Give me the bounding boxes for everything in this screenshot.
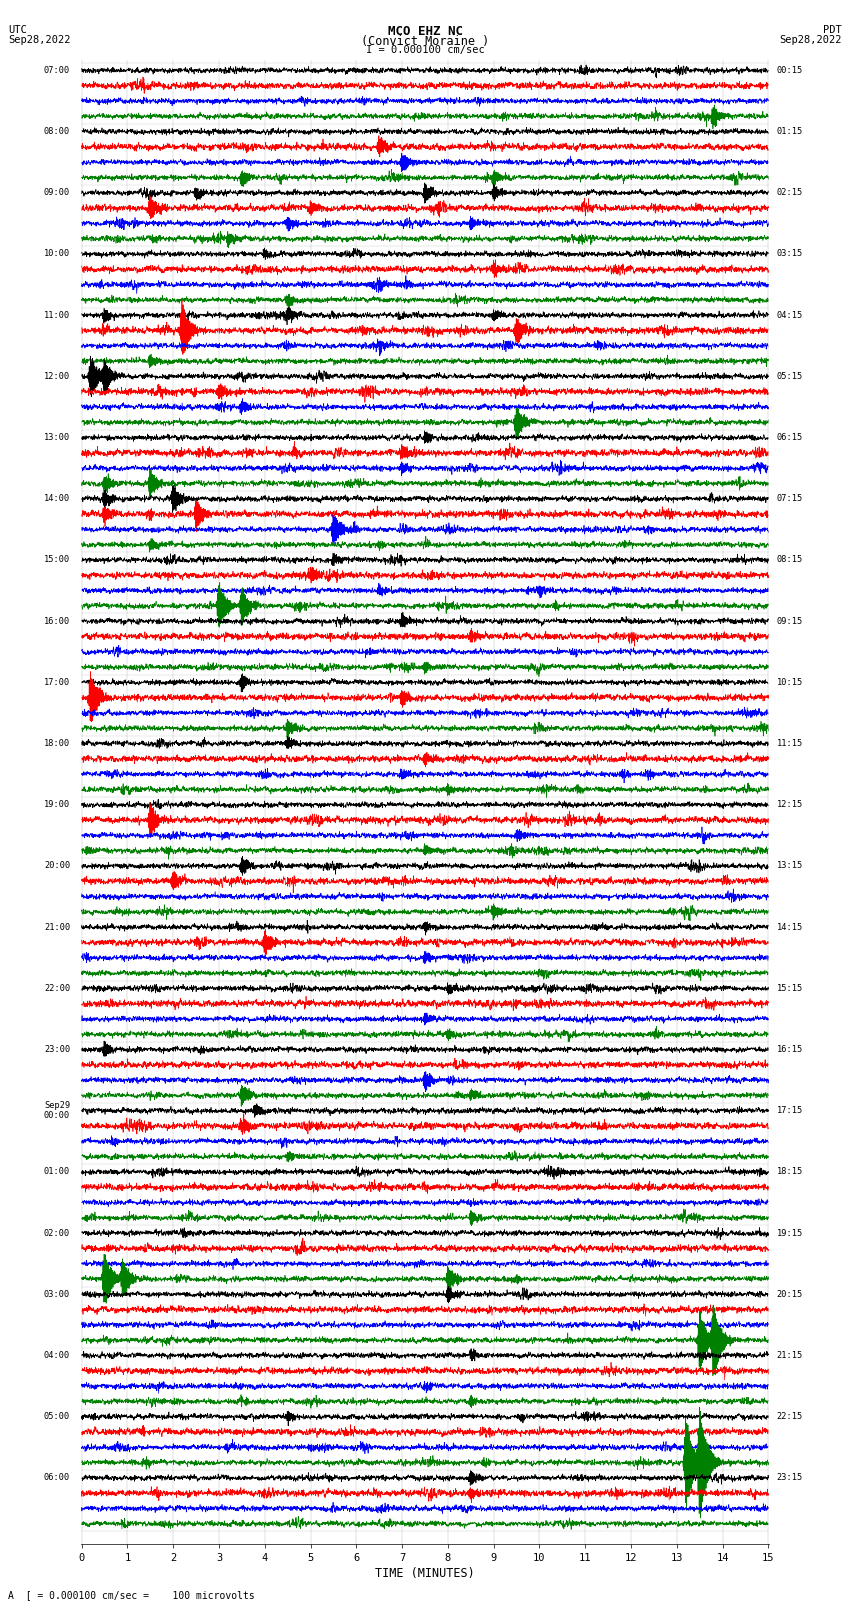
Text: 10:15: 10:15 bbox=[777, 677, 802, 687]
Text: 14:15: 14:15 bbox=[777, 923, 802, 932]
Text: 22:15: 22:15 bbox=[777, 1411, 802, 1421]
Text: 03:15: 03:15 bbox=[777, 250, 802, 258]
Text: 08:00: 08:00 bbox=[44, 127, 71, 135]
Text: I = 0.000100 cm/sec: I = 0.000100 cm/sec bbox=[366, 45, 484, 55]
Text: 09:15: 09:15 bbox=[777, 616, 802, 626]
Text: 15:00: 15:00 bbox=[44, 555, 71, 565]
Text: 07:15: 07:15 bbox=[777, 494, 802, 503]
Text: 04:15: 04:15 bbox=[777, 311, 802, 319]
Text: (Convict Moraine ): (Convict Moraine ) bbox=[361, 35, 489, 48]
Text: 23:00: 23:00 bbox=[44, 1045, 71, 1053]
Text: PDT: PDT bbox=[823, 24, 842, 35]
Text: 09:00: 09:00 bbox=[44, 189, 71, 197]
Text: 02:00: 02:00 bbox=[44, 1229, 71, 1237]
Text: 16:00: 16:00 bbox=[44, 616, 71, 626]
Text: 21:15: 21:15 bbox=[777, 1352, 802, 1360]
Text: 04:00: 04:00 bbox=[44, 1352, 71, 1360]
Text: 07:00: 07:00 bbox=[44, 66, 71, 74]
Text: 18:00: 18:00 bbox=[44, 739, 71, 748]
Text: UTC: UTC bbox=[8, 24, 27, 35]
Text: 03:00: 03:00 bbox=[44, 1290, 71, 1298]
Text: 19:00: 19:00 bbox=[44, 800, 71, 810]
Text: 16:15: 16:15 bbox=[777, 1045, 802, 1053]
Text: 20:00: 20:00 bbox=[44, 861, 71, 871]
Text: 10:00: 10:00 bbox=[44, 250, 71, 258]
Text: 11:00: 11:00 bbox=[44, 311, 71, 319]
Text: 02:15: 02:15 bbox=[777, 189, 802, 197]
Text: 18:15: 18:15 bbox=[777, 1168, 802, 1176]
Text: 14:00: 14:00 bbox=[44, 494, 71, 503]
Text: 08:15: 08:15 bbox=[777, 555, 802, 565]
X-axis label: TIME (MINUTES): TIME (MINUTES) bbox=[375, 1566, 475, 1579]
Text: 00:15: 00:15 bbox=[777, 66, 802, 74]
Text: A  [ = 0.000100 cm/sec =    100 microvolts: A [ = 0.000100 cm/sec = 100 microvolts bbox=[8, 1590, 255, 1600]
Text: Sep28,2022: Sep28,2022 bbox=[8, 35, 71, 45]
Text: 23:15: 23:15 bbox=[777, 1473, 802, 1482]
Text: 19:15: 19:15 bbox=[777, 1229, 802, 1237]
Text: 22:00: 22:00 bbox=[44, 984, 71, 994]
Text: 01:15: 01:15 bbox=[777, 127, 802, 135]
Text: 05:00: 05:00 bbox=[44, 1411, 71, 1421]
Text: Sep28,2022: Sep28,2022 bbox=[779, 35, 842, 45]
Text: 12:00: 12:00 bbox=[44, 373, 71, 381]
Text: 06:15: 06:15 bbox=[777, 432, 802, 442]
Text: Sep29
00:00: Sep29 00:00 bbox=[44, 1102, 71, 1121]
Text: 13:15: 13:15 bbox=[777, 861, 802, 871]
Text: 01:00: 01:00 bbox=[44, 1168, 71, 1176]
Text: 21:00: 21:00 bbox=[44, 923, 71, 932]
Text: 11:15: 11:15 bbox=[777, 739, 802, 748]
Text: 05:15: 05:15 bbox=[777, 373, 802, 381]
Text: 17:15: 17:15 bbox=[777, 1107, 802, 1115]
Text: MCO EHZ NC: MCO EHZ NC bbox=[388, 24, 462, 39]
Text: 15:15: 15:15 bbox=[777, 984, 802, 994]
Text: 06:00: 06:00 bbox=[44, 1473, 71, 1482]
Text: 17:00: 17:00 bbox=[44, 677, 71, 687]
Text: 20:15: 20:15 bbox=[777, 1290, 802, 1298]
Text: 13:00: 13:00 bbox=[44, 432, 71, 442]
Text: 12:15: 12:15 bbox=[777, 800, 802, 810]
